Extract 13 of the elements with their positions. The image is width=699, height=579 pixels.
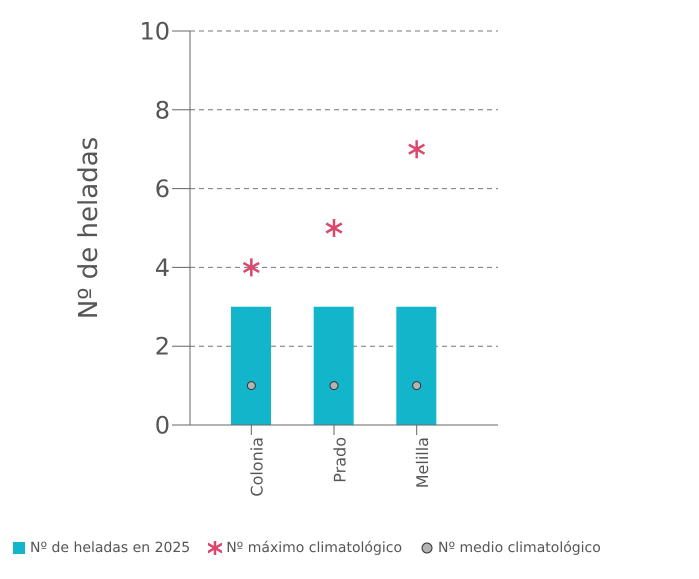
legend-label: Nº de heladas en 2025 [29,540,190,556]
y-tick-label: 2 [154,332,170,361]
y-axis-title: Nº de heladas [74,136,104,320]
y-tick-label: 6 [154,175,170,204]
y-tick-label: 10 [139,18,170,46]
x-tick-label: Colonia [248,437,267,497]
y-tick-label: 4 [154,254,170,282]
y-tick-label: 0 [154,412,170,440]
x-tick-label: Melilla [413,437,432,488]
legend-label: Nº medio climatológico [437,540,601,556]
x-tick-label: Prado [330,437,350,483]
legend-label: Nº máximo climatológico [225,540,402,556]
y-tick-label: 8 [154,96,170,124]
